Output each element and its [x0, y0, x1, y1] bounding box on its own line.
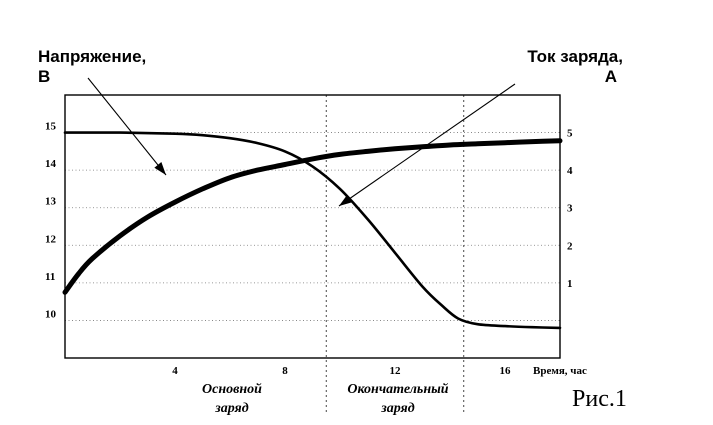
- left-axis-label-line1: Напряжение,: [38, 47, 146, 66]
- left-axis-label-line2: В: [38, 67, 50, 86]
- phase-final-line1: Окончательный: [347, 382, 448, 397]
- voltage-arrow: [87, 77, 167, 176]
- plot-frame: [64, 94, 561, 359]
- left-tick-label: 10: [45, 308, 57, 320]
- left-tick-label: 13: [45, 196, 57, 208]
- figure-label: Рис.1: [572, 386, 627, 412]
- phase-main-line2: заряд: [214, 401, 248, 416]
- x-tick-label: 16: [500, 365, 512, 377]
- right-tick-label: 1: [567, 278, 573, 290]
- left-tick-label: 14: [45, 158, 57, 170]
- right-axis-label-line2: А: [605, 67, 617, 86]
- right-axis-label-line1: Ток заряда,: [527, 47, 623, 66]
- label-arrows: [87, 77, 516, 207]
- voltage-arrow-head: [154, 162, 166, 175]
- x-tick-label: 12: [390, 365, 402, 377]
- left-tick-label: 12: [45, 233, 57, 245]
- phase-dividers: [325, 95, 465, 415]
- left-tick-label: 15: [45, 121, 57, 133]
- right-tick-label: 5: [567, 128, 573, 140]
- voltage-line: [62, 138, 563, 295]
- series-group: [62, 131, 563, 330]
- left-tick-label: 11: [45, 271, 55, 283]
- x-tick-labels: 4 8 12 16: [172, 365, 511, 377]
- current-line: [63, 131, 562, 330]
- current-arrow-head: [339, 194, 353, 206]
- x-tick-label: 4: [172, 365, 178, 377]
- phase-main-line1: Основной: [202, 382, 262, 397]
- left-tick-labels: 10 11 12 13 14 15: [45, 121, 57, 321]
- phase-final-line2: заряд: [380, 401, 414, 416]
- x-tick-label: 8: [282, 365, 288, 377]
- right-tick-label: 3: [567, 203, 573, 215]
- current-arrow: [338, 83, 516, 207]
- right-tick-label: 4: [567, 165, 573, 177]
- x-axis-label: Время, час: [533, 365, 587, 377]
- right-tick-labels: 1 2 3 4 5: [567, 128, 573, 290]
- right-tick-label: 2: [567, 240, 573, 252]
